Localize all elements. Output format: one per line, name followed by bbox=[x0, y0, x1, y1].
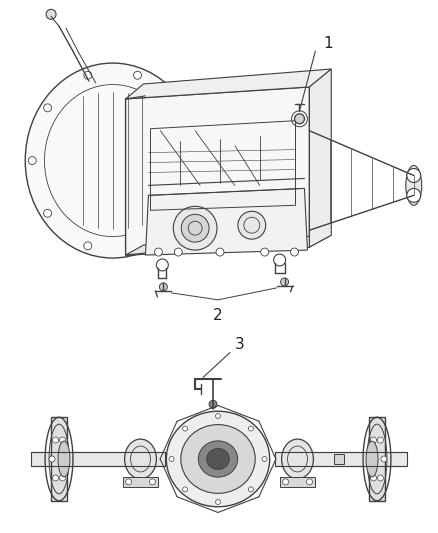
Circle shape bbox=[189, 157, 197, 165]
Circle shape bbox=[371, 437, 377, 443]
Polygon shape bbox=[126, 69, 331, 99]
Ellipse shape bbox=[181, 425, 255, 494]
Circle shape bbox=[46, 10, 56, 19]
Circle shape bbox=[209, 400, 217, 408]
Ellipse shape bbox=[124, 439, 156, 479]
Ellipse shape bbox=[406, 166, 422, 205]
Polygon shape bbox=[309, 69, 331, 247]
Circle shape bbox=[381, 456, 387, 462]
Ellipse shape bbox=[198, 441, 238, 477]
Polygon shape bbox=[126, 87, 309, 255]
Circle shape bbox=[63, 456, 69, 462]
Polygon shape bbox=[145, 188, 307, 255]
Circle shape bbox=[126, 479, 131, 485]
Circle shape bbox=[307, 479, 312, 485]
Polygon shape bbox=[31, 452, 165, 466]
Circle shape bbox=[183, 426, 187, 431]
Ellipse shape bbox=[58, 441, 70, 477]
Circle shape bbox=[248, 426, 253, 431]
Circle shape bbox=[248, 487, 253, 492]
Text: 1: 1 bbox=[323, 36, 333, 51]
Polygon shape bbox=[126, 235, 331, 255]
Ellipse shape bbox=[181, 214, 209, 242]
Circle shape bbox=[84, 242, 92, 250]
Circle shape bbox=[216, 248, 224, 256]
Circle shape bbox=[183, 487, 187, 492]
Circle shape bbox=[283, 479, 289, 485]
Ellipse shape bbox=[282, 439, 314, 479]
Circle shape bbox=[149, 479, 155, 485]
Circle shape bbox=[174, 104, 182, 112]
Circle shape bbox=[294, 114, 304, 124]
Circle shape bbox=[53, 475, 59, 481]
Circle shape bbox=[84, 71, 92, 79]
Circle shape bbox=[53, 437, 59, 443]
Circle shape bbox=[378, 437, 383, 443]
Polygon shape bbox=[279, 477, 315, 487]
Circle shape bbox=[174, 209, 182, 217]
Circle shape bbox=[44, 104, 52, 112]
Circle shape bbox=[215, 499, 220, 504]
Circle shape bbox=[49, 456, 55, 462]
Ellipse shape bbox=[238, 211, 266, 239]
Polygon shape bbox=[369, 417, 385, 501]
Circle shape bbox=[367, 456, 373, 462]
Circle shape bbox=[156, 259, 168, 271]
Circle shape bbox=[371, 475, 377, 481]
Text: 2: 2 bbox=[213, 308, 223, 323]
Circle shape bbox=[134, 242, 141, 250]
Circle shape bbox=[378, 475, 383, 481]
Circle shape bbox=[274, 254, 286, 266]
Circle shape bbox=[407, 168, 421, 182]
Circle shape bbox=[215, 414, 220, 418]
Circle shape bbox=[407, 188, 421, 203]
Circle shape bbox=[290, 248, 298, 256]
Circle shape bbox=[169, 456, 174, 462]
Polygon shape bbox=[123, 477, 159, 487]
Circle shape bbox=[262, 456, 267, 462]
Circle shape bbox=[44, 209, 52, 217]
Circle shape bbox=[261, 248, 268, 256]
Polygon shape bbox=[51, 417, 67, 501]
Polygon shape bbox=[334, 454, 344, 464]
Polygon shape bbox=[275, 452, 407, 466]
Circle shape bbox=[155, 248, 162, 256]
Ellipse shape bbox=[173, 206, 217, 250]
Circle shape bbox=[60, 437, 65, 443]
Circle shape bbox=[60, 475, 65, 481]
Circle shape bbox=[159, 283, 167, 291]
Ellipse shape bbox=[25, 63, 200, 258]
Circle shape bbox=[281, 278, 289, 286]
Text: 3: 3 bbox=[235, 337, 245, 352]
Ellipse shape bbox=[207, 448, 230, 470]
Circle shape bbox=[174, 248, 182, 256]
Circle shape bbox=[134, 71, 141, 79]
Ellipse shape bbox=[366, 441, 378, 477]
Ellipse shape bbox=[166, 411, 270, 507]
Circle shape bbox=[28, 157, 36, 165]
